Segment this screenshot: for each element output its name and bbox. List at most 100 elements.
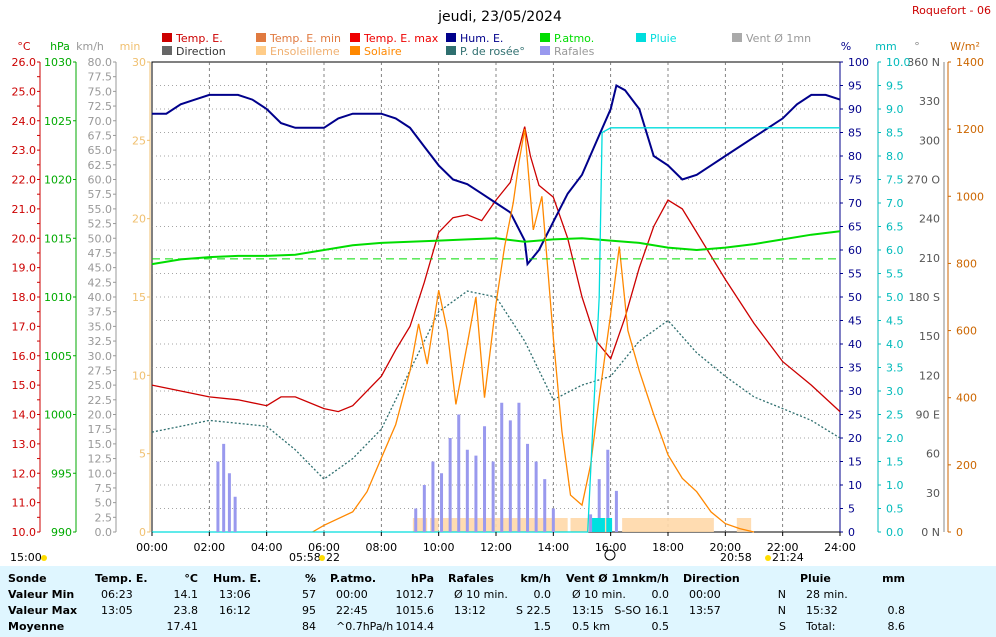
- axis-label-wind: 77.5: [88, 71, 113, 84]
- legend-label: P. de rosée°: [460, 45, 525, 58]
- sunrise-icon: [319, 555, 325, 561]
- axis-label-wind: 45.0: [88, 262, 113, 275]
- sunshine-bar: [441, 518, 568, 532]
- stats-header-unit-1: °C: [184, 572, 198, 585]
- sun-events: 15:00 05:58 22 20:58 21:24: [10, 549, 804, 564]
- series-pluie: [152, 127, 840, 533]
- legend-label: Temp. E. max: [363, 32, 439, 45]
- axis-label-solar: 200: [956, 459, 977, 472]
- time-label: 06:00: [308, 541, 340, 554]
- stats-cell-value: S: [779, 620, 786, 633]
- axis-label-wind: 15.0: [88, 438, 113, 451]
- stats-header-unit-3: hPa: [410, 572, 434, 585]
- legend-swatch: [446, 33, 456, 42]
- stats-cell-time: 13:06: [219, 588, 251, 601]
- axis-label-solar: 1000: [956, 190, 984, 203]
- axis-label-rain: 6.5: [886, 221, 904, 234]
- axis-label-humidity: 55: [848, 268, 862, 281]
- axis-label-solar: 1200: [956, 123, 984, 136]
- legend-swatch: [540, 46, 550, 55]
- axis-label-solar: 0: [956, 526, 963, 539]
- stats-cell-value: S 22.5: [516, 604, 551, 617]
- sun-icon: [41, 555, 47, 561]
- axis-label-direction: 0 N: [921, 526, 940, 539]
- axis-label-temp: 25.0: [12, 85, 37, 98]
- axis-label-temp: 19.0: [12, 262, 37, 275]
- series-tempe: [151, 126, 841, 413]
- rain-bar: [606, 518, 613, 532]
- axis-label-humidity: 90: [848, 103, 862, 116]
- axis-label-wind: 35.0: [88, 320, 113, 333]
- axis-label-solar: 600: [956, 325, 977, 338]
- axis-unit-rain: mm: [875, 40, 896, 53]
- axis-label-rain: 7.5: [886, 174, 904, 187]
- axis-unit-pressure: hPa: [50, 40, 70, 53]
- axis-unit-labels: °C hPa km/h min% mm ° W/m²: [17, 40, 979, 53]
- chart-legend: Temp. E. Temp. E. min Temp. E. max Hum. E. P…: [162, 32, 811, 58]
- legend-swatch: [350, 46, 360, 55]
- time-label: 04:00: [251, 541, 283, 554]
- axis-unit-humidity: %: [841, 40, 851, 53]
- stats-cell-value: 84: [302, 620, 316, 633]
- axis-label-rain: 8.5: [886, 127, 904, 140]
- axis-label-pressure: 1010: [44, 291, 72, 304]
- axis-label-humidity: 35: [848, 362, 862, 375]
- axis-label-pressure: 1030: [44, 56, 72, 69]
- time-axis: 00:00 02:00 04:00 06:00 08:00 10:00 12:00 14:00…: [136, 532, 856, 554]
- axis-label-pressure: 1015: [44, 232, 72, 245]
- axis-label-sun: 5: [139, 448, 146, 461]
- axis-label-direction: 60: [926, 448, 940, 461]
- axis-label-humidity: 75: [848, 174, 862, 187]
- axis-label-direction: 300: [919, 134, 940, 147]
- axis-unit-sun: min: [120, 40, 141, 53]
- moon-icon: [604, 549, 616, 561]
- axis-label-humidity: 100: [848, 56, 869, 69]
- axis-label-temp: 18.0: [12, 291, 37, 304]
- legend-label: P.atmo.: [554, 32, 594, 45]
- axis-label-direction: 330: [919, 95, 940, 108]
- stats-cell-value: 23.8: [173, 604, 199, 617]
- legend-swatch: [350, 33, 360, 42]
- axis-label-humidity: 85: [848, 127, 862, 140]
- legend-swatch: [162, 46, 172, 55]
- stats-header-0: Sonde: [8, 572, 47, 585]
- axis-label-sun: 30: [132, 56, 146, 69]
- axis-label-rain: 5.0: [886, 291, 904, 304]
- axis-label-direction: 240: [919, 213, 940, 226]
- series-solaire: [312, 128, 755, 533]
- axis-label-rain: 3.5: [886, 362, 904, 375]
- stats-header-7: Pluie: [800, 572, 831, 585]
- sunset-time: 20:58: [720, 551, 752, 564]
- axis-label-wind: 10.0: [88, 467, 113, 480]
- axis-label-wind: 37.5: [88, 306, 113, 319]
- axis-label-temp: 14.0: [12, 409, 37, 422]
- time-label: 08:00: [365, 541, 397, 554]
- axis-label-rain: 5.5: [886, 268, 904, 281]
- stats-table: Sonde Temp. E. °C Hum. E.% P.atmo. hPa Rafales…: [0, 566, 996, 637]
- axis-label-wind: 22.5: [88, 394, 113, 407]
- axis-label-wind: 20.0: [88, 409, 113, 422]
- stats-cell-value: 1015.6: [395, 604, 435, 617]
- stats-cell-time: 16:12: [219, 604, 251, 617]
- axis-label-humidity: 50: [848, 291, 862, 304]
- legend-label: Vent Ø 1mn: [746, 32, 811, 45]
- axis-label-temp: 21.0: [12, 203, 37, 216]
- axis-label-humidity: 25: [848, 409, 862, 422]
- stats-cell-time: Ø 10 min.: [454, 588, 508, 601]
- stats-cell-value: 1.5: [533, 620, 552, 633]
- axis-label-wind: 55.0: [88, 203, 113, 216]
- axis-label-humidity: 30: [848, 385, 862, 398]
- axis-label-rain: 2.0: [886, 432, 904, 445]
- axis-label-sun: 15: [132, 291, 146, 304]
- legend-label: Direction: [176, 45, 226, 58]
- series-hume: [152, 83, 841, 267]
- plot-series: [151, 83, 841, 533]
- axis-label-wind: 75.0: [88, 85, 113, 98]
- stats-cell-value: 95: [302, 604, 316, 617]
- stats-cell-value: N: [777, 604, 786, 617]
- sunrise-time: 05:58: [289, 551, 321, 564]
- axis-label-wind: 52.5: [88, 218, 113, 231]
- axis-label-humidity: 95: [848, 80, 862, 93]
- stats-cell-time: 0.5 km: [572, 620, 611, 633]
- time-label: 12:00: [480, 541, 512, 554]
